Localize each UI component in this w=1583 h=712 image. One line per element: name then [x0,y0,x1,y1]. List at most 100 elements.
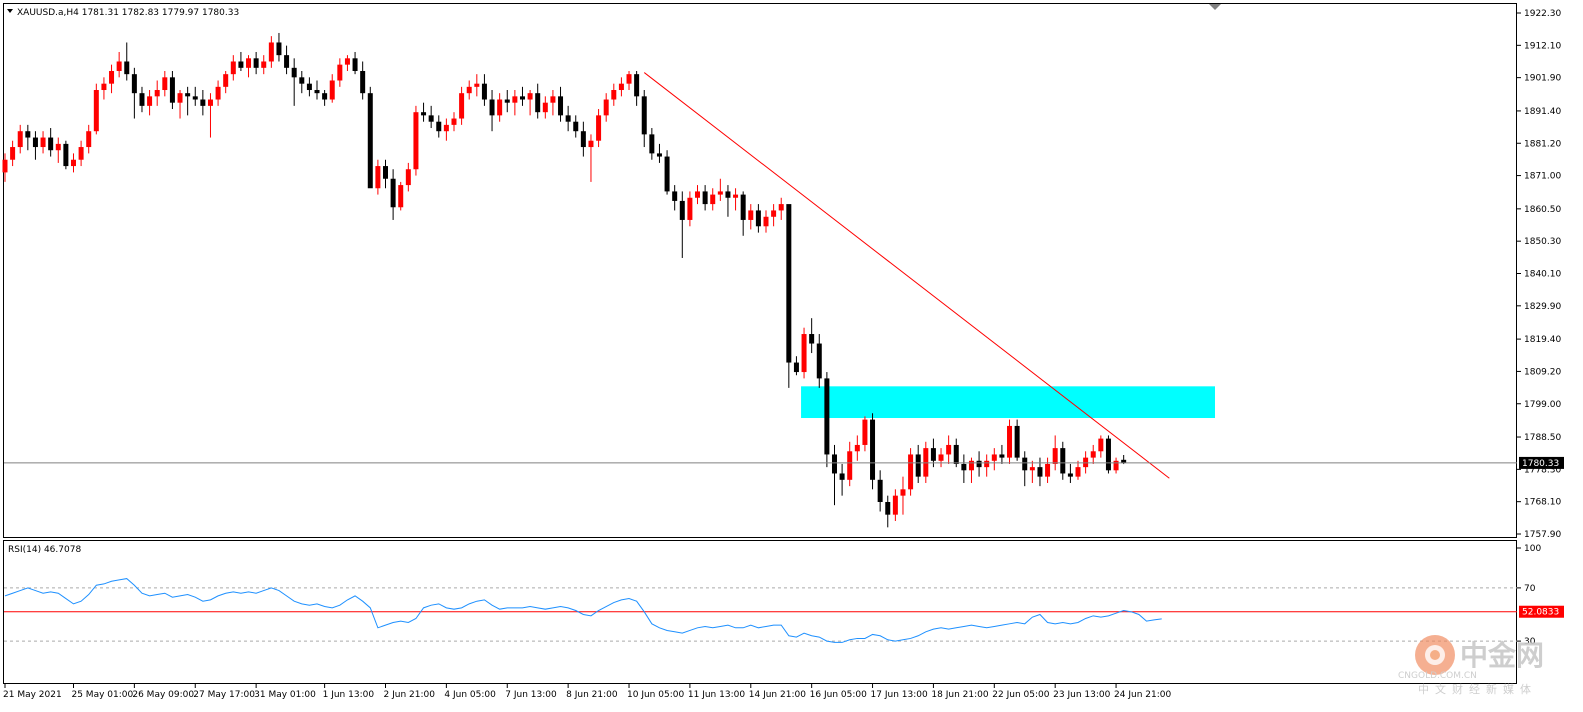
price-tick-label: 1922.30 [1524,9,1561,19]
price-tick-label: 1799.00 [1524,400,1561,410]
time-tick-label: 8 Jun 21:00 [566,690,618,700]
time-tick-label: 31 May 01:00 [254,690,316,700]
candle [1037,457,1043,487]
candle [565,105,571,132]
rsi-level-lines: 52.0833 [4,587,1564,642]
candle [481,74,487,106]
price-tick-label: 1829.90 [1524,302,1561,312]
candle [603,93,609,122]
candle [436,115,442,138]
candle [109,64,115,94]
candle [459,86,465,125]
candle [504,90,510,113]
candle [611,83,617,106]
downtrend-line[interactable] [643,72,1170,479]
candle [695,185,701,205]
candle [702,185,708,211]
candle [634,70,640,106]
resistance-zone-rect[interactable] [801,386,1215,419]
main-panel-frame [3,3,1517,538]
price-tick-label: 1912.10 [1524,41,1561,51]
candles [2,32,1127,528]
candle [755,204,761,233]
time-tick-label: 14 Jun 21:00 [749,690,806,700]
candle [451,112,457,132]
candle [786,204,792,388]
candle [329,74,335,103]
candle [870,413,876,490]
candle [63,140,69,170]
trendline[interactable] [643,72,1170,479]
candle [816,334,822,388]
candle [413,105,419,176]
candle [405,162,411,192]
candle [740,191,746,236]
candle [831,444,837,506]
candle [322,90,328,106]
candle [1090,444,1096,464]
candle [535,83,541,119]
candle [687,191,693,227]
candle [17,124,23,154]
candle [253,51,259,75]
candle [360,61,366,100]
candle [862,416,868,452]
candle [717,178,723,201]
price-tick-label: 1819.40 [1524,335,1561,345]
price-tick-label: 1788.50 [1524,433,1561,443]
candle [177,90,183,119]
candle [596,109,602,148]
candle [1113,457,1119,474]
candle [664,150,670,195]
price-tick-label: 1757.90 [1524,530,1561,540]
candle [1098,435,1104,458]
candle [238,51,244,71]
time-tick-label: 27 May 17:00 [193,690,255,700]
rsi-series [4,578,1162,643]
candle [641,90,647,148]
candle [946,435,952,464]
candle [809,318,815,354]
candle [497,93,503,122]
candle [443,118,449,141]
candle [999,444,1005,464]
candle [626,70,632,91]
candle [489,90,495,132]
candle [2,153,8,182]
watermark-url: CNGOLD.COM.CN [1398,671,1477,681]
price-tick-label: 1778.30 [1524,465,1561,475]
candle [885,495,891,528]
candle [679,191,685,258]
candle [580,121,586,157]
current-price-tag [1519,456,1564,469]
time-tick-label: 26 May 09:00 [132,690,194,700]
candle [1014,419,1020,461]
symbol-header: XAUUSD.a,H4 1781.31 1782.83 1779.97 1780… [17,8,239,18]
time-tick-label: 10 Jun 05:00 [627,690,684,700]
candle [200,90,206,116]
time-tick-label: 18 Jun 21:00 [931,690,988,700]
chart-shift-marker-icon[interactable] [1209,4,1221,10]
dropdown-arrow-icon[interactable] [7,9,13,13]
candle [78,140,84,167]
candle [892,489,898,522]
candle [86,124,92,154]
resistance-zone [801,386,1215,419]
candle [573,115,579,138]
time-tick-label: 7 Jun 13:00 [505,690,557,700]
candle [466,80,472,100]
time-tick-label: 2 Jun 21:00 [384,690,436,700]
candle [367,86,373,189]
candle [131,67,137,119]
candle [771,204,777,227]
candle [588,134,594,182]
candle [268,36,274,68]
candle [169,70,175,110]
candle [976,451,982,477]
candle [1007,419,1013,464]
rsi-tick-label: 70 [1524,584,1536,594]
candle [793,356,799,376]
candle [1067,463,1073,483]
time-tick-label: 21 May 2021 [3,690,62,700]
candle [25,124,31,151]
